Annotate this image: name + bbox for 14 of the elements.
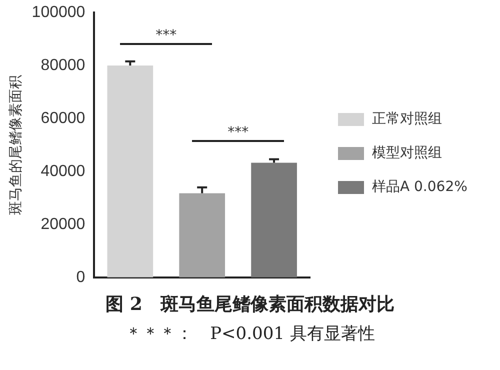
y-tick-label: 0 — [76, 268, 86, 286]
y-tick-label: 80000 — [40, 56, 86, 74]
annotation: *** — [228, 124, 249, 141]
y-tick-label: 20000 — [40, 216, 86, 233]
y-tick-label: 100000 — [32, 4, 86, 22]
y-tick-label: 60000 — [40, 110, 86, 127]
text: 图 2 斑马鱼尾鳍像素面积数据对比 — [104, 293, 396, 316]
legend-label: 样品A 0.062% — [372, 178, 468, 196]
text: ＊＊＊： P<0.001 具有显著性 — [124, 323, 376, 345]
y-axis-title: 斑马鱼的尾鳍像素面积 — [8, 75, 24, 215]
legend-label: 模型对照组 — [372, 144, 442, 162]
annotation: *** — [156, 28, 177, 44]
y-tick-label: 40000 — [40, 162, 86, 180]
legend-label: 正常对照组 — [372, 110, 442, 128]
